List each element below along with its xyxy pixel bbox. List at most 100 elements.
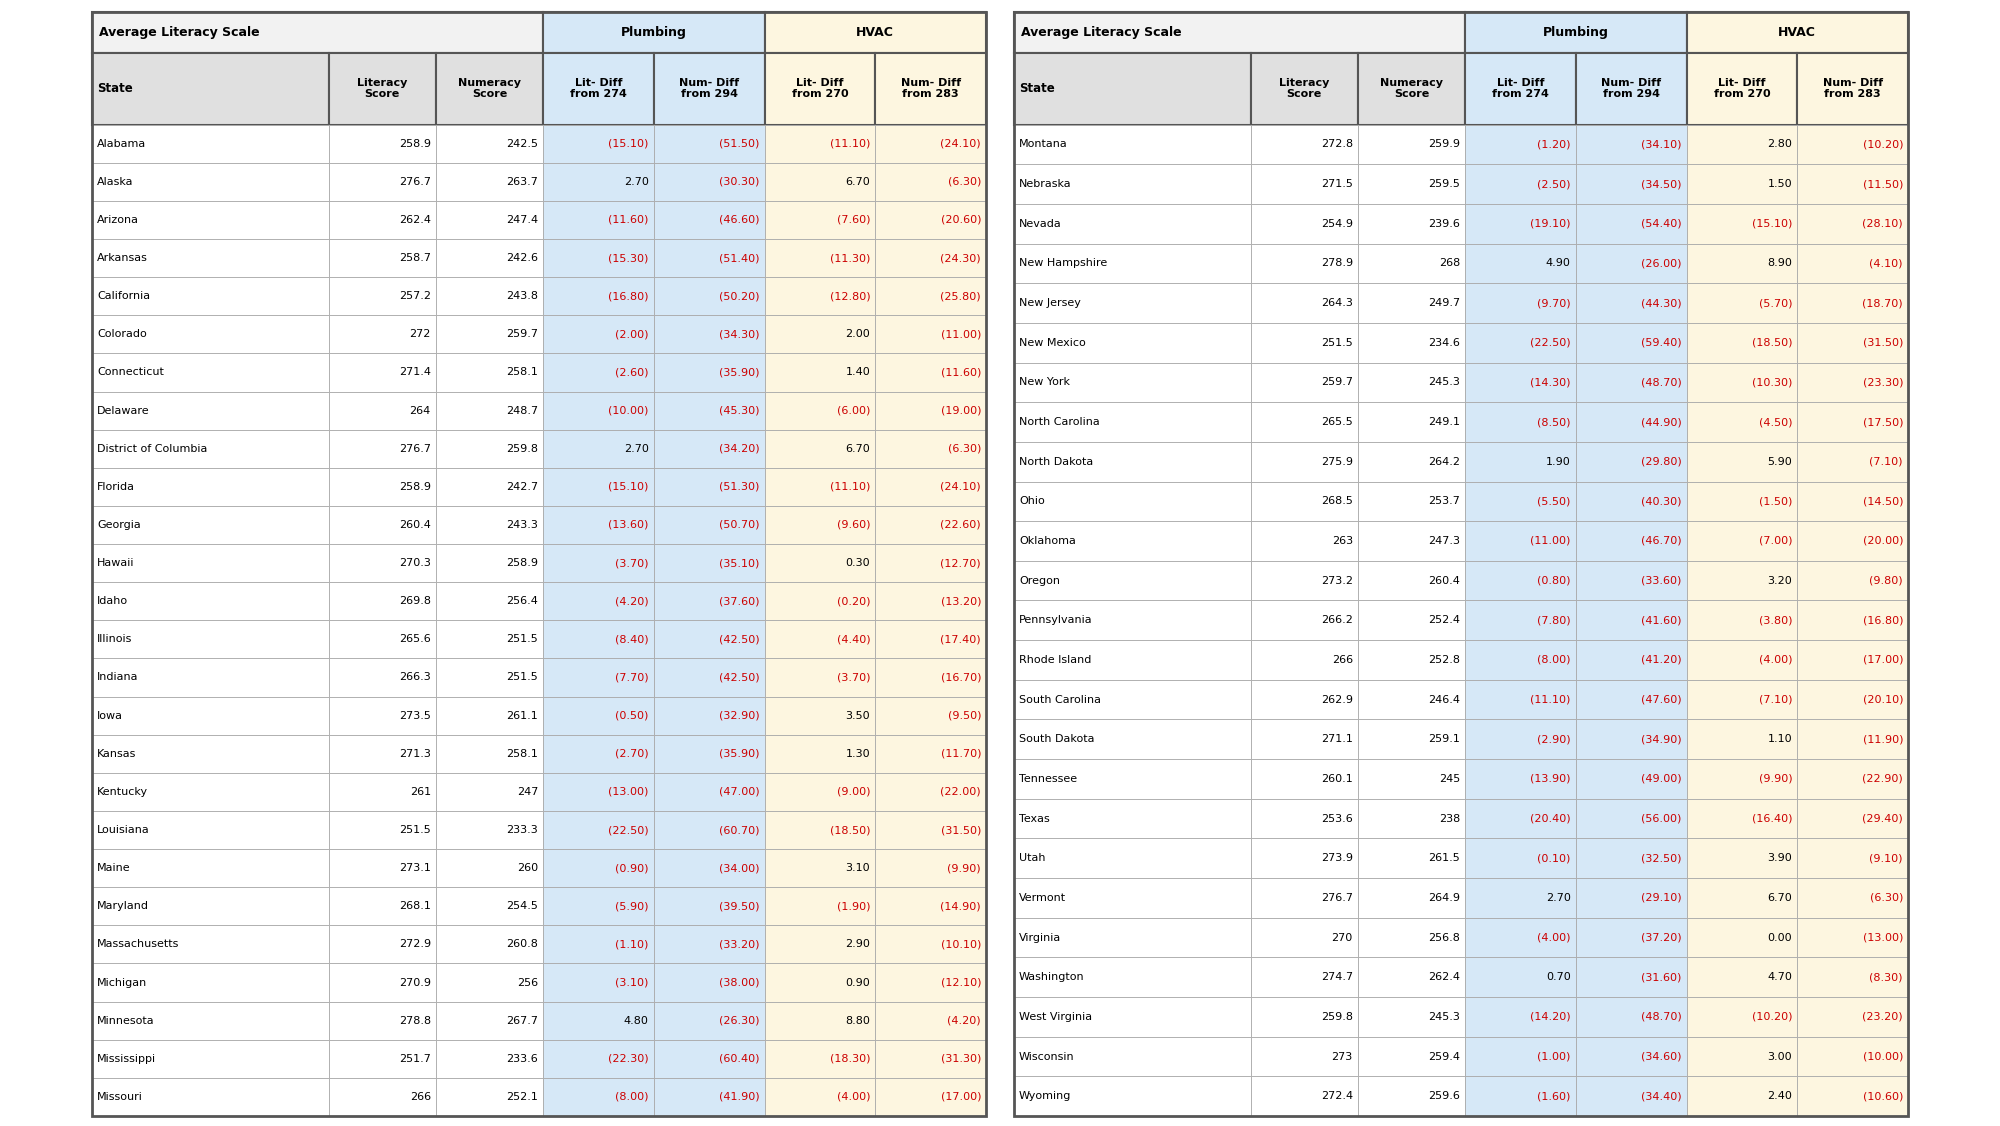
Text: Delaware: Delaware bbox=[96, 405, 150, 415]
Bar bbox=[1576, 839, 1686, 878]
Bar bbox=[764, 620, 876, 659]
Bar bbox=[1466, 521, 1576, 561]
Text: 6.70: 6.70 bbox=[846, 444, 870, 454]
Bar bbox=[436, 772, 544, 811]
Bar bbox=[1014, 957, 1250, 997]
Bar bbox=[1014, 441, 1250, 482]
Bar bbox=[544, 620, 654, 659]
Bar bbox=[1798, 53, 1908, 125]
Bar bbox=[1358, 53, 1466, 125]
Bar bbox=[1576, 878, 1686, 918]
Bar bbox=[764, 239, 876, 277]
Text: 261.5: 261.5 bbox=[1428, 854, 1460, 864]
Bar bbox=[1466, 957, 1576, 997]
Bar bbox=[1576, 402, 1686, 441]
Bar bbox=[92, 315, 328, 354]
Text: 256.8: 256.8 bbox=[1428, 932, 1460, 942]
Text: 272.9: 272.9 bbox=[398, 939, 430, 949]
Text: (29.10): (29.10) bbox=[1640, 893, 1682, 903]
Bar bbox=[328, 697, 436, 734]
Bar bbox=[654, 392, 764, 430]
Text: 253.6: 253.6 bbox=[1322, 814, 1352, 823]
Bar bbox=[1358, 957, 1466, 997]
Text: (29.80): (29.80) bbox=[1640, 457, 1682, 466]
Bar bbox=[876, 1078, 986, 1116]
Text: (34.00): (34.00) bbox=[720, 864, 760, 873]
Text: (41.20): (41.20) bbox=[1640, 655, 1682, 665]
Text: South Carolina: South Carolina bbox=[1020, 695, 1100, 705]
Text: Numeracy
Score: Numeracy Score bbox=[458, 78, 520, 99]
Bar bbox=[654, 620, 764, 659]
Bar bbox=[654, 544, 764, 582]
Text: New Mexico: New Mexico bbox=[1020, 338, 1086, 348]
Bar bbox=[1358, 641, 1466, 680]
Bar bbox=[876, 811, 986, 849]
Bar bbox=[92, 734, 328, 772]
Text: (13.00): (13.00) bbox=[1862, 932, 1904, 942]
Text: (7.80): (7.80) bbox=[1538, 615, 1570, 625]
Bar bbox=[876, 1002, 986, 1039]
Bar bbox=[436, 887, 544, 926]
Text: 259.1: 259.1 bbox=[1428, 734, 1460, 744]
Text: 260: 260 bbox=[516, 864, 538, 873]
Text: 1.30: 1.30 bbox=[846, 749, 870, 759]
Text: 1.90: 1.90 bbox=[1546, 457, 1570, 466]
Text: (35.90): (35.90) bbox=[720, 367, 760, 377]
Text: 266: 266 bbox=[410, 1092, 430, 1102]
Bar bbox=[544, 315, 654, 354]
Text: 3.20: 3.20 bbox=[1768, 575, 1792, 586]
Text: 260.4: 260.4 bbox=[1428, 575, 1460, 586]
Bar bbox=[328, 354, 436, 392]
Text: Maine: Maine bbox=[96, 864, 130, 873]
Bar bbox=[654, 277, 764, 315]
Bar bbox=[1798, 284, 1908, 323]
Bar bbox=[1576, 1037, 1686, 1076]
Text: 246.4: 246.4 bbox=[1428, 695, 1460, 705]
Bar bbox=[1686, 12, 1908, 53]
Text: Literacy
Score: Literacy Score bbox=[1280, 78, 1330, 99]
Text: Average Literacy Scale: Average Literacy Scale bbox=[1022, 26, 1182, 39]
Text: 2.70: 2.70 bbox=[624, 177, 648, 187]
Bar bbox=[1358, 521, 1466, 561]
Bar bbox=[1358, 164, 1466, 204]
Bar bbox=[654, 125, 764, 163]
Text: 253.7: 253.7 bbox=[1428, 497, 1460, 507]
Text: (41.90): (41.90) bbox=[718, 1092, 760, 1102]
Bar bbox=[1576, 918, 1686, 957]
Bar bbox=[876, 354, 986, 392]
Bar bbox=[436, 964, 544, 1002]
Bar bbox=[328, 659, 436, 697]
Bar bbox=[544, 392, 654, 430]
Bar bbox=[876, 506, 986, 544]
Text: 0.90: 0.90 bbox=[846, 977, 870, 988]
Text: (6.30): (6.30) bbox=[948, 444, 982, 454]
Text: (10.00): (10.00) bbox=[608, 405, 648, 415]
Bar bbox=[654, 697, 764, 734]
Text: (31.50): (31.50) bbox=[1862, 338, 1904, 348]
Text: (12.80): (12.80) bbox=[830, 292, 870, 301]
Text: 2.80: 2.80 bbox=[1768, 140, 1792, 150]
Bar bbox=[1250, 441, 1358, 482]
Bar bbox=[654, 659, 764, 697]
Text: 239.6: 239.6 bbox=[1428, 218, 1460, 229]
Bar bbox=[654, 200, 764, 239]
Bar bbox=[1358, 918, 1466, 957]
Text: 273.9: 273.9 bbox=[1320, 854, 1352, 864]
Text: 271.4: 271.4 bbox=[398, 367, 430, 377]
Text: (18.30): (18.30) bbox=[830, 1054, 870, 1064]
Text: Rhode Island: Rhode Island bbox=[1020, 655, 1092, 665]
Bar bbox=[654, 1002, 764, 1039]
Bar bbox=[1358, 243, 1466, 284]
Bar bbox=[1358, 1037, 1466, 1076]
Text: 242.5: 242.5 bbox=[506, 138, 538, 149]
Bar bbox=[764, 811, 876, 849]
Text: (28.10): (28.10) bbox=[1862, 218, 1904, 229]
Bar bbox=[1686, 957, 1798, 997]
Bar bbox=[1466, 1037, 1576, 1076]
Bar bbox=[1250, 323, 1358, 363]
Bar bbox=[1250, 957, 1358, 997]
Bar bbox=[1686, 839, 1798, 878]
Bar bbox=[1466, 204, 1576, 243]
Text: (11.00): (11.00) bbox=[940, 329, 982, 339]
Bar bbox=[1798, 402, 1908, 441]
